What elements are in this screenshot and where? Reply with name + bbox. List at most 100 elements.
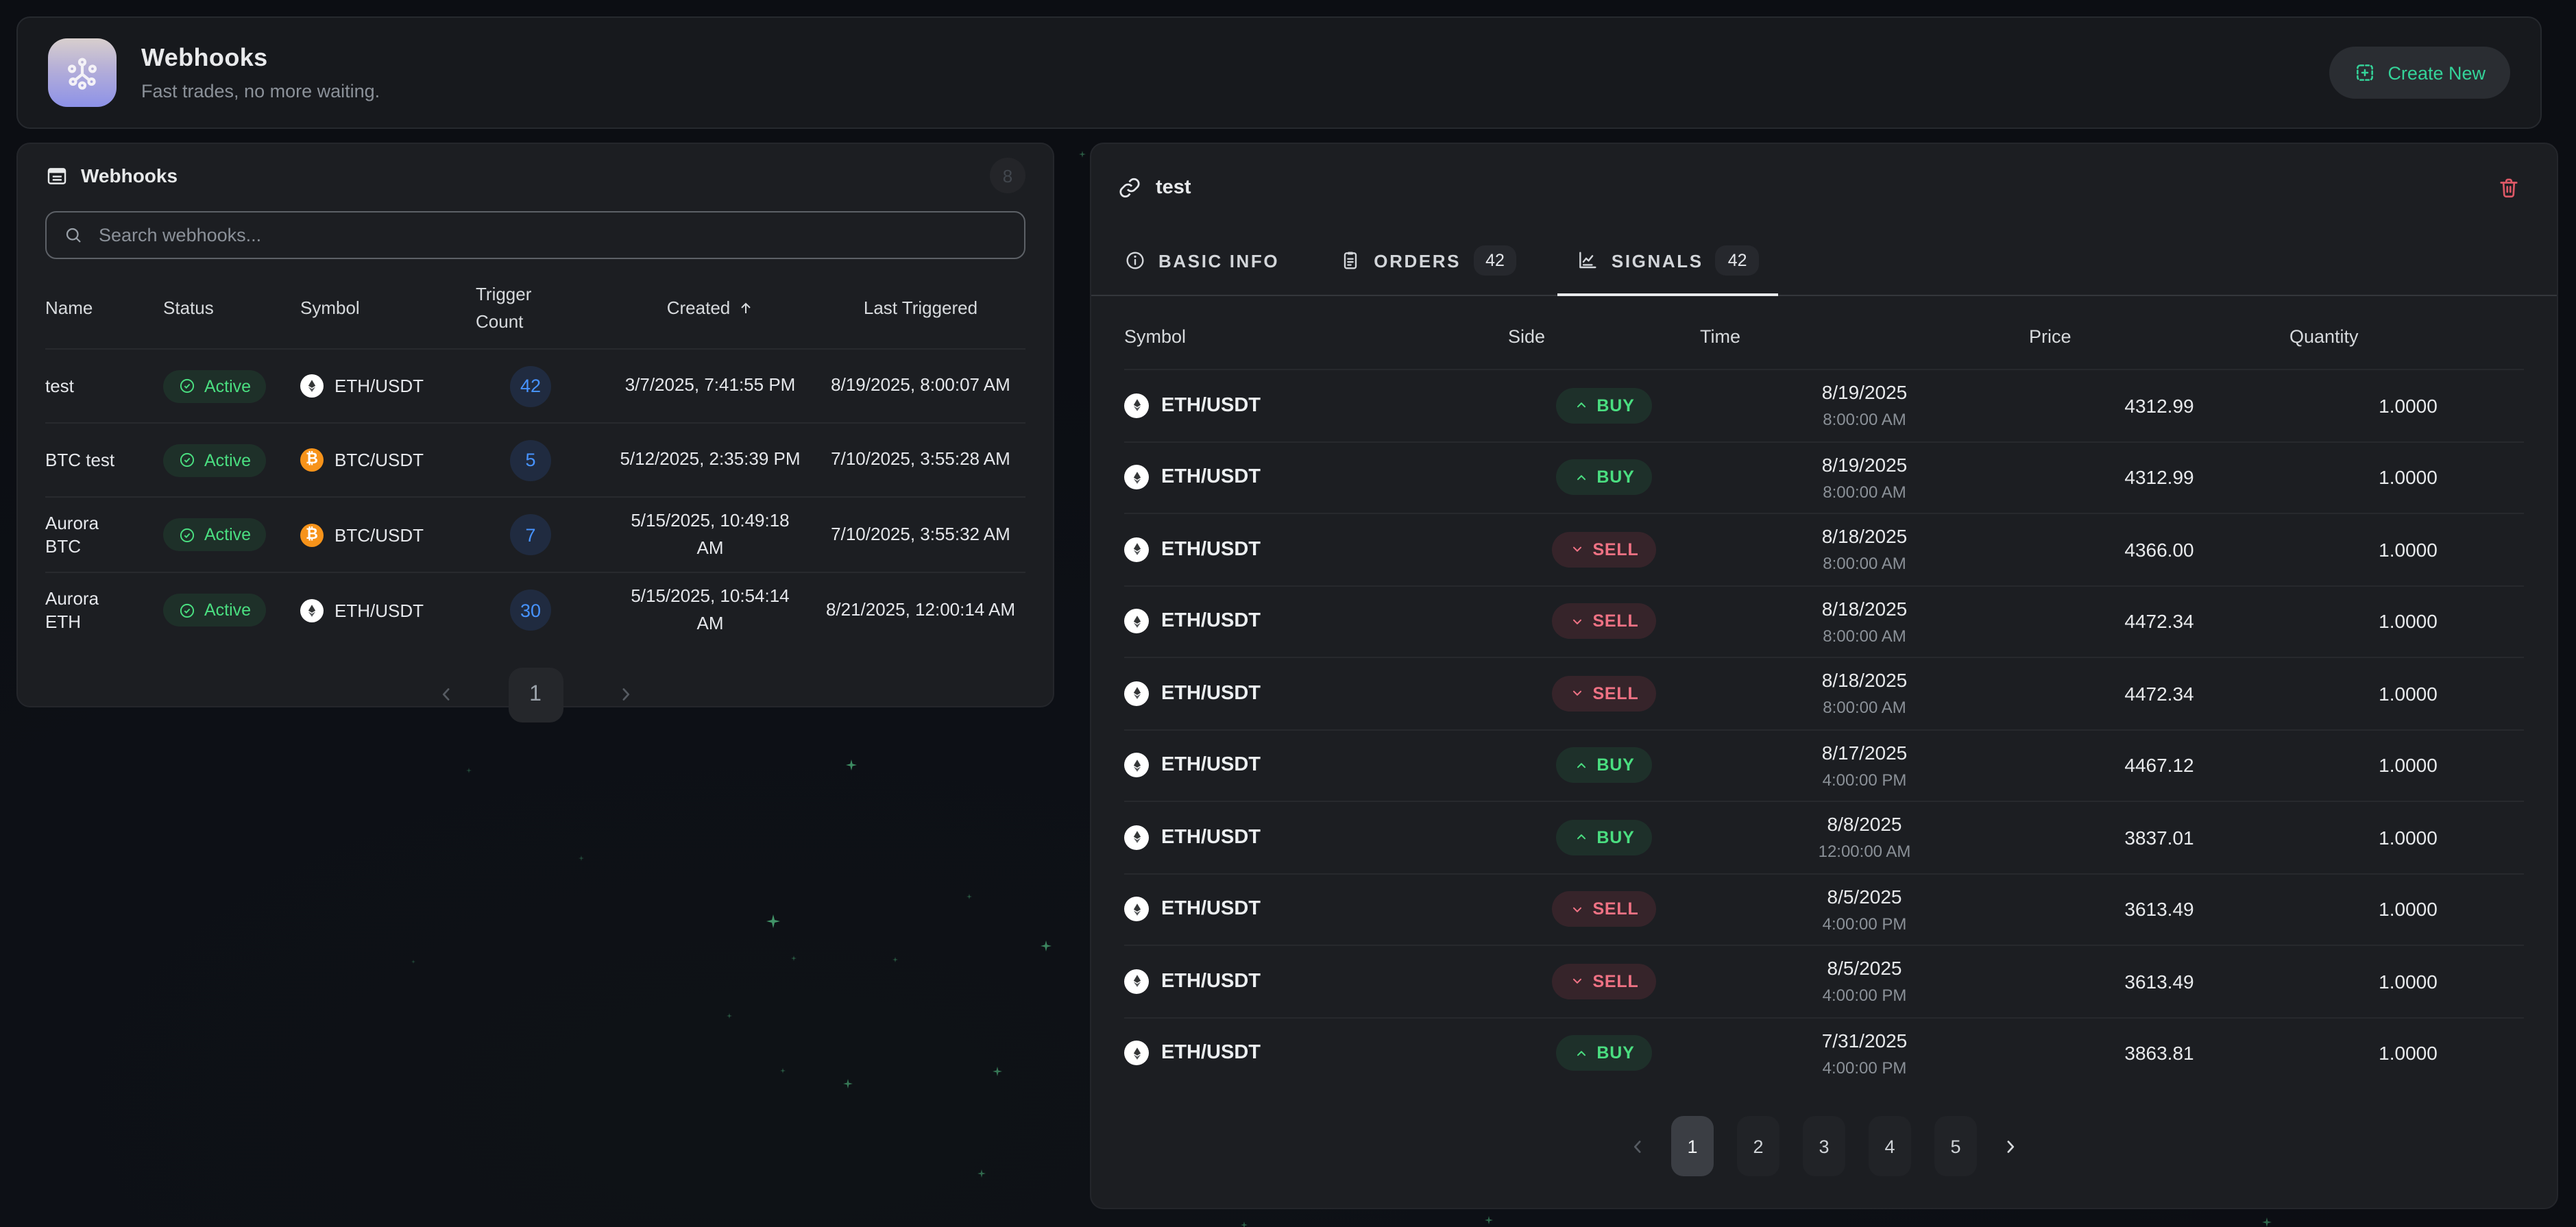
signal-price: 4312.99 [2124,466,2194,489]
chevron-left-icon [441,688,449,701]
column-quantity: Quantity [2289,326,2359,347]
search-box[interactable] [45,211,1025,259]
signal-time: 8/5/2025 4:00:00 PM [1822,957,1907,1006]
page-1-button[interactable]: 1 [508,667,563,722]
webhooks-list-panel: Webhooks 8 Name Status Symbol Trigger Co… [16,143,1054,722]
page-5-button[interactable]: 5 [1934,1116,1977,1176]
status-badge: Active [163,518,267,552]
signal-price: 4472.34 [2124,682,2194,705]
signal-price: 3613.49 [2124,898,2194,921]
search-input[interactable] [96,223,1008,247]
chevron-up-icon [1577,834,1585,840]
side-badge: BUY [1555,1035,1653,1071]
chevron-down-icon [1572,907,1581,912]
create-new-button[interactable]: Create New [2329,47,2510,99]
trigger-count-badge: 30 [510,590,551,631]
side-badge: BUY [1555,747,1653,783]
column-side: Side [1508,326,1546,347]
eth-coin-icon [1124,825,1149,850]
prev-page-button[interactable] [1627,1136,1648,1156]
webhook-row[interactable]: BTC test Active ₿ BTC/USDT 5 5/12/2025, … [45,422,1025,496]
page-3-button[interactable]: 3 [1803,1116,1845,1176]
chevron-up-icon [1577,1050,1585,1056]
sparkle-decoration [843,1079,853,1089]
signal-price: 4467.12 [2124,754,2194,777]
search-icon [66,228,81,243]
signal-row: ETH/USDT SELL 8/18/2025 8:00:00 AM 4366.… [1124,513,2524,585]
sparkle-decoration [977,1169,986,1178]
symbol-label: ETH/USDT [335,376,424,396]
check-circle-icon [180,378,195,393]
signal-quantity: 1.0000 [2379,1042,2438,1065]
symbol-label: ETH/USDT [1161,970,1261,993]
chevron-up-icon [1577,474,1585,480]
next-page-button[interactable] [2000,1136,2021,1156]
symbol-label: ETH/USDT [1161,1042,1261,1065]
signal-row: ETH/USDT SELL 8/18/2025 8:00:00 AM 4472.… [1124,657,2524,729]
sparkle-decoration [846,760,857,770]
webhook-icon [1119,178,1140,198]
signal-time: 7/31/2025 4:00:00 PM [1821,1029,1908,1078]
signal-quantity: 1.0000 [2379,682,2438,705]
signal-price: 4472.34 [2124,610,2194,633]
webhook-row[interactable]: Aurora BTC Active ₿ BTC/USDT 7 5/15/2025… [45,496,1025,572]
detail-tabs: BASIC INFO ORDERS 42 SIGNALS 42 [1091,245,2557,296]
eth-coin-icon [1124,609,1149,634]
eth-coin-icon [1124,753,1149,778]
webhook-row[interactable]: test Active ₿ ETH/USDT 42 3/7/2025, 7:41… [45,348,1025,422]
chart-line-icon [1580,252,1597,269]
signals-count-badge: 42 [1715,245,1760,276]
symbol-label: ETH/USDT [1161,610,1261,633]
chevron-down-icon [1572,691,1581,696]
btc-coin-icon: ₿ [300,448,324,472]
info-icon [1126,252,1144,269]
page-1-button[interactable]: 1 [1671,1116,1714,1176]
eth-coin-icon [300,598,324,622]
signal-quantity: 1.0000 [2379,394,2438,417]
webhook-name: Aurora BTC [45,512,99,557]
sparkle-decoration [579,855,584,861]
symbol-label: BTC/USDT [335,524,424,546]
tab-orders[interactable]: ORDERS 42 [1320,245,1536,296]
chevron-right-icon [622,688,629,701]
signal-quantity: 1.0000 [2379,610,2438,633]
table-icon [47,167,66,184]
signal-time: 8/5/2025 4:00:00 PM [1822,885,1907,934]
signal-quantity: 1.0000 [2379,826,2438,849]
next-page-button[interactable] [615,684,635,705]
create-new-label: Create New [2387,62,2486,83]
page-title: Webhooks [141,44,268,71]
side-badge: SELL [1551,891,1657,927]
delete-webhook-button[interactable] [2494,173,2524,203]
last-triggered-at: 7/10/2025, 3:55:28 AM [831,448,1010,470]
tab-basic-info[interactable]: BASIC INFO [1105,245,1298,296]
signal-price: 3837.01 [2124,826,2194,849]
signals-table-body: ETH/USDT BUY 8/19/2025 8:00:00 AM 4312.9… [1124,369,2524,1089]
column-trigger-count: Trigger Count [476,284,532,331]
signal-price: 4366.00 [2124,538,2194,561]
webhook-row[interactable]: Aurora ETH Active ₿ ETH/USDT 30 5/15/202… [45,572,1025,648]
column-name: Name [45,297,93,318]
clipboard-icon [1344,252,1357,269]
symbol-label: ETH/USDT [1161,394,1261,417]
trigger-count-badge: 7 [510,514,551,556]
column-created-sort[interactable]: Created [607,297,813,318]
eth-coin-icon [1124,537,1149,562]
signal-row: ETH/USDT SELL 8/18/2025 8:00:00 AM 4472.… [1124,585,2524,657]
prev-page-button[interactable] [435,684,456,705]
sparkle-decoration [411,960,415,964]
page-4-button[interactable]: 4 [1869,1116,1911,1176]
signal-row: ETH/USDT BUY 7/31/2025 4:00:00 PM 3863.8… [1124,1017,2524,1089]
sparkle-decoration [1241,1222,1248,1227]
sparkle-decoration [1485,1216,1493,1224]
page-2-button[interactable]: 2 [1737,1116,1779,1176]
sparkle-decoration [766,914,780,928]
symbol-label: ETH/USDT [335,600,424,621]
signal-time: 8/19/2025 8:00:00 AM [1821,453,1908,502]
trash-icon [2500,178,2518,198]
webhooks-count-badge: 8 [990,158,1025,193]
tab-signals[interactable]: SIGNALS 42 [1557,245,1779,296]
symbol-label: ETH/USDT [1161,898,1261,921]
symbol-label: ETH/USDT [1161,826,1261,849]
